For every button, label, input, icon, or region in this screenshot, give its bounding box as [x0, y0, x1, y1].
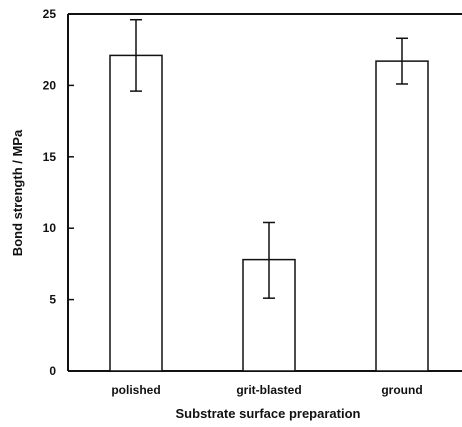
y-axis-title: Bond strength / MPa: [10, 129, 25, 256]
x-tick-label: ground: [381, 383, 422, 397]
error-bars: [130, 18, 408, 299]
y-tick-label: 0: [49, 364, 56, 378]
y-axis-ticks: 0 5 10 15 20 25: [43, 7, 74, 378]
x-axis-tick-labels: polished grit-blasted ground: [111, 383, 422, 397]
plot-area: 0 5 10 15 20 25 polished grit-blasted ground: [43, 7, 462, 397]
x-tick-label: grit-blasted: [236, 383, 301, 397]
bar-ground: [375, 60, 429, 372]
bars: [109, 54, 429, 372]
x-axis-title: Substrate surface preparation: [176, 406, 361, 421]
bar-polished: [109, 54, 163, 372]
y-tick-label: 20: [43, 78, 57, 92]
y-tick-label: 15: [43, 150, 57, 164]
y-tick-label: 25: [43, 7, 57, 21]
y-tick-label: 10: [43, 221, 57, 235]
x-tick-label: polished: [111, 383, 160, 397]
y-tick-label: 5: [49, 293, 56, 307]
